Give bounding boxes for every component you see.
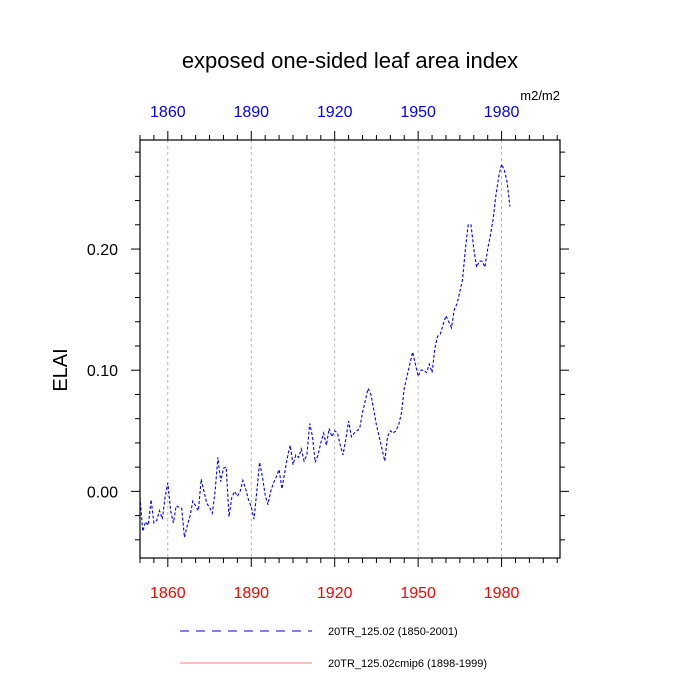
legend-label-series2: 20TR_125.02cmip6 (1898-1999) bbox=[328, 658, 487, 670]
x-tick-label-bottom: 1920 bbox=[317, 585, 353, 602]
grid bbox=[167, 140, 502, 558]
plot-frame bbox=[139, 139, 561, 559]
tick-labels: 1860 1860 1890 1890 1920 1920 1950 1950 1980 1980… bbox=[87, 104, 520, 602]
x-tick-label-top: 1860 bbox=[150, 104, 186, 121]
y-tick-label: 0.00 bbox=[87, 484, 118, 501]
x-tick-label-top: 1920 bbox=[317, 104, 353, 121]
axes bbox=[131, 131, 569, 567]
legend: 20TR_125.02 (1850-2001) 20TR_125.02cmip6… bbox=[180, 626, 487, 670]
x-tick-label-top: 1980 bbox=[484, 104, 520, 121]
y-tick-label: 0.20 bbox=[87, 242, 118, 259]
x-tick-label-top: 1890 bbox=[233, 104, 269, 121]
x-tick-label-top: 1950 bbox=[400, 104, 436, 121]
x-tick-label-bottom: 1860 bbox=[150, 585, 186, 602]
series-line-1 bbox=[139, 162, 511, 538]
chart-title: exposed one-sided leaf area index bbox=[182, 48, 518, 73]
series-layer bbox=[139, 162, 511, 538]
y-axis-label: ELAI bbox=[50, 348, 72, 391]
x-tick-label-bottom: 1950 bbox=[400, 585, 436, 602]
x-tick-label-bottom: 1980 bbox=[484, 585, 520, 602]
legend-label-series1: 20TR_125.02 (1850-2001) bbox=[328, 626, 458, 638]
y-tick-label: 0.10 bbox=[87, 363, 118, 380]
units-label: m2/m2 bbox=[520, 88, 560, 103]
x-tick-label-bottom: 1890 bbox=[233, 585, 269, 602]
